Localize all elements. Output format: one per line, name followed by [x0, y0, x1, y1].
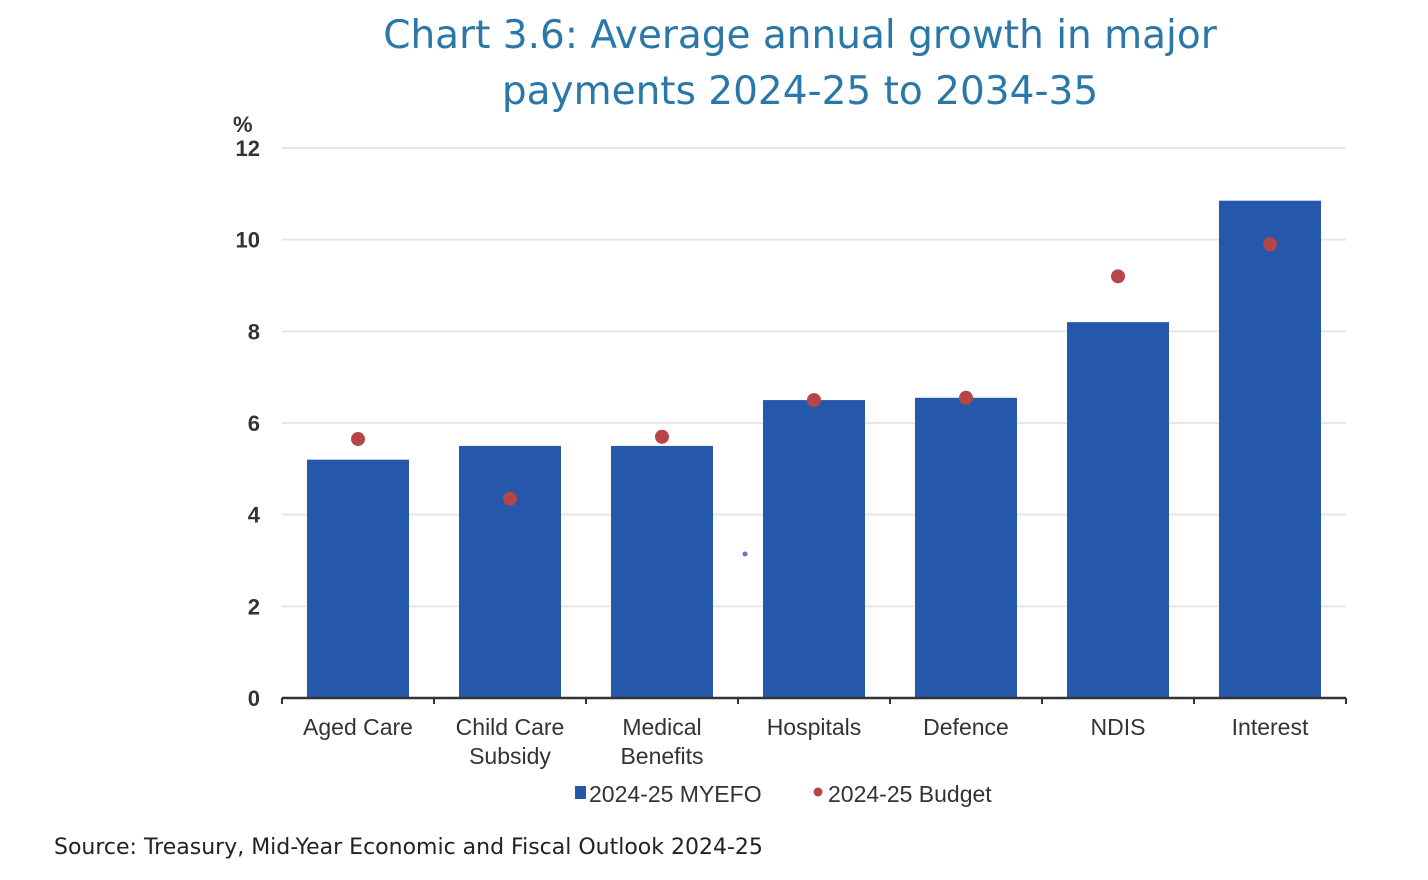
x-tick-label: Interest	[1232, 714, 1309, 740]
bar	[1219, 200, 1321, 699]
x-tick-label: Hospitals	[767, 714, 862, 740]
x-tick-label: Benefits	[620, 743, 703, 769]
chart-title-line-1: Chart 3.6: Average annual growth in majo…	[383, 13, 1217, 58]
budget-markers	[351, 237, 1277, 506]
bar	[763, 400, 865, 698]
bars	[307, 200, 1321, 699]
source-note: Source: Treasury, Mid-Year Economic and …	[54, 835, 763, 860]
x-tick-label: Defence	[923, 714, 1009, 740]
y-tick-label: 6	[248, 411, 260, 436]
budget-marker	[1263, 237, 1277, 252]
legend: 2024-25 MYEFO 2024-25 Budget	[575, 781, 992, 807]
y-tick-label: 4	[248, 503, 261, 528]
budget-marker	[655, 429, 669, 444]
budget-marker	[503, 491, 517, 506]
x-tick-label: Child Care	[456, 714, 565, 740]
bar	[1067, 322, 1169, 698]
bar	[307, 459, 409, 698]
y-axis-unit-label: %	[233, 112, 253, 137]
bar	[915, 397, 1017, 698]
bar	[611, 445, 713, 698]
chart-title: Chart 3.6: Average annual growth in majo…	[300, 8, 1300, 120]
y-tick-label: 12	[236, 136, 260, 161]
legend-label-budget: 2024-25 Budget	[828, 781, 992, 807]
x-tick-label: Subsidy	[469, 743, 551, 769]
y-tick-label: 10	[236, 228, 260, 253]
budget-marker	[1111, 269, 1125, 284]
x-tick-label: Aged Care	[303, 714, 413, 740]
budget-marker	[807, 393, 821, 408]
y-tick-label: 2	[248, 594, 260, 619]
x-tick-label: NDIS	[1091, 714, 1146, 740]
legend-label-myefo: 2024-25 MYEFO	[589, 781, 762, 807]
legend-marker-swatch	[813, 787, 823, 797]
x-axis: Aged Care Child Care Subsidy Medical Benefit…	[281, 696, 1347, 769]
stray-artifact-dot	[742, 551, 748, 557]
legend-bar-swatch	[575, 786, 586, 799]
y-tick-label: 0	[248, 686, 260, 711]
y-tick-label: 8	[248, 319, 260, 344]
chart-title-line-2: payments 2024-25 to 2034-35	[501, 69, 1099, 114]
budget-marker	[959, 390, 973, 405]
bar	[459, 445, 561, 698]
budget-marker	[351, 432, 365, 447]
y-axis: 0 2 4 6 8 10 12%	[233, 112, 261, 711]
x-tick-label: Medical	[622, 714, 701, 740]
